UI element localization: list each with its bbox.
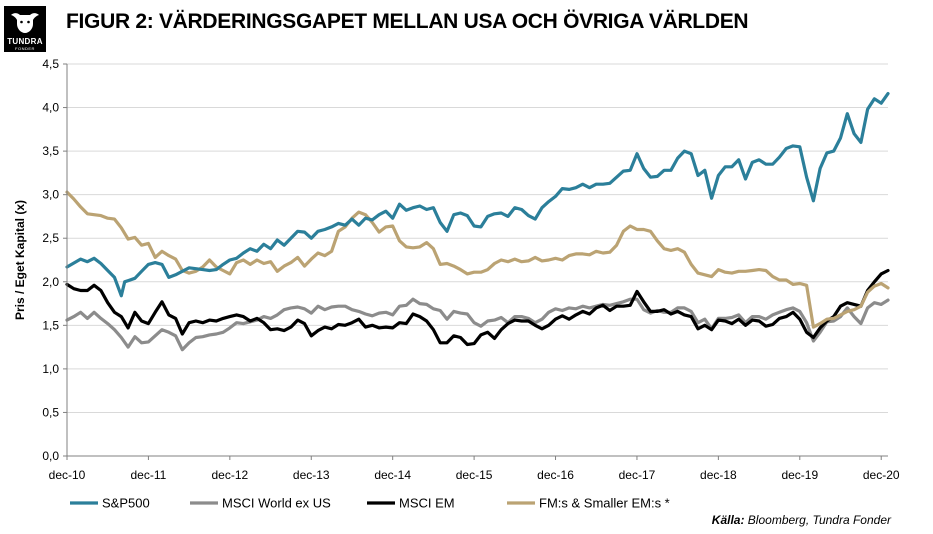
legend-label: S&P500 <box>102 496 150 511</box>
series-line-fm-s-smaller-em-s <box>65 190 890 329</box>
source-credit: Källa: Bloomberg, Tundra Fonder <box>712 513 891 527</box>
y-tick-label: 1,0 <box>42 362 59 376</box>
x-tick-label: dec-11 <box>131 468 167 482</box>
logo-name: TUNDRA <box>7 37 43 46</box>
x-tick-label: dec-15 <box>456 468 493 482</box>
y-tick-label: 2,0 <box>42 275 59 289</box>
x-tick-label: dec-19 <box>781 468 818 482</box>
x-axis-ticks: dec-10 dec-11 dec-12 dec-13 dec-14 dec-15 dec-… <box>49 456 900 482</box>
chart-title: FIGUR 2: VÄRDERINGSGAPET MELLAN USA OCH … <box>66 10 749 33</box>
series-line-msci-world-ex-us <box>65 297 890 352</box>
gridlines <box>67 63 888 413</box>
x-tick-label: dec-13 <box>293 468 330 482</box>
y-tick-label: 1,5 <box>42 318 59 332</box>
y-axis-ticks: 0,0 0,5 1,0 1,5 2,0 2,5 3,0 3,5 4,0 4,5 <box>42 57 67 463</box>
y-axis-label: Pris / Eget Kapital (x) <box>13 200 27 320</box>
y-tick-label: 2,5 <box>42 231 59 245</box>
legend-label: FM:s & Smaller EM:s * <box>539 496 670 511</box>
x-tick-label: dec-12 <box>211 468 248 482</box>
y-tick-label: 3,0 <box>42 188 59 202</box>
x-tick-label: dec-18 <box>700 468 737 482</box>
tundra-logo: TUNDRA FONDER <box>4 6 46 52</box>
y-tick-label: 4,5 <box>42 57 59 71</box>
series-lines <box>65 91 890 352</box>
legend-label: MSCI EM <box>399 496 455 511</box>
x-tick-label: dec-20 <box>863 468 900 482</box>
legend-label: MSCI World ex US <box>222 496 331 511</box>
x-tick-label: dec-16 <box>537 468 574 482</box>
y-tick-label: 0,5 <box>42 405 59 419</box>
legend: S&P500 MSCI World ex US MSCI EM FM:s & Smal… <box>70 496 670 511</box>
y-tick-label: 3,5 <box>42 144 59 158</box>
bull-icon <box>11 13 39 33</box>
x-tick-label: dec-14 <box>374 468 411 482</box>
x-tick-label: dec-17 <box>619 468 656 482</box>
series-line-s-p500 <box>65 91 890 298</box>
logo-subtitle: FONDER <box>15 46 35 51</box>
x-tick-label: dec-10 <box>49 468 86 482</box>
y-tick-label: 4,0 <box>42 101 59 115</box>
series-line-msci-em <box>65 268 890 347</box>
source-text: Bloomberg, Tundra Fonder <box>744 513 891 527</box>
y-tick-label: 0,0 <box>42 449 59 463</box>
source-label: Källa: <box>711 513 745 527</box>
